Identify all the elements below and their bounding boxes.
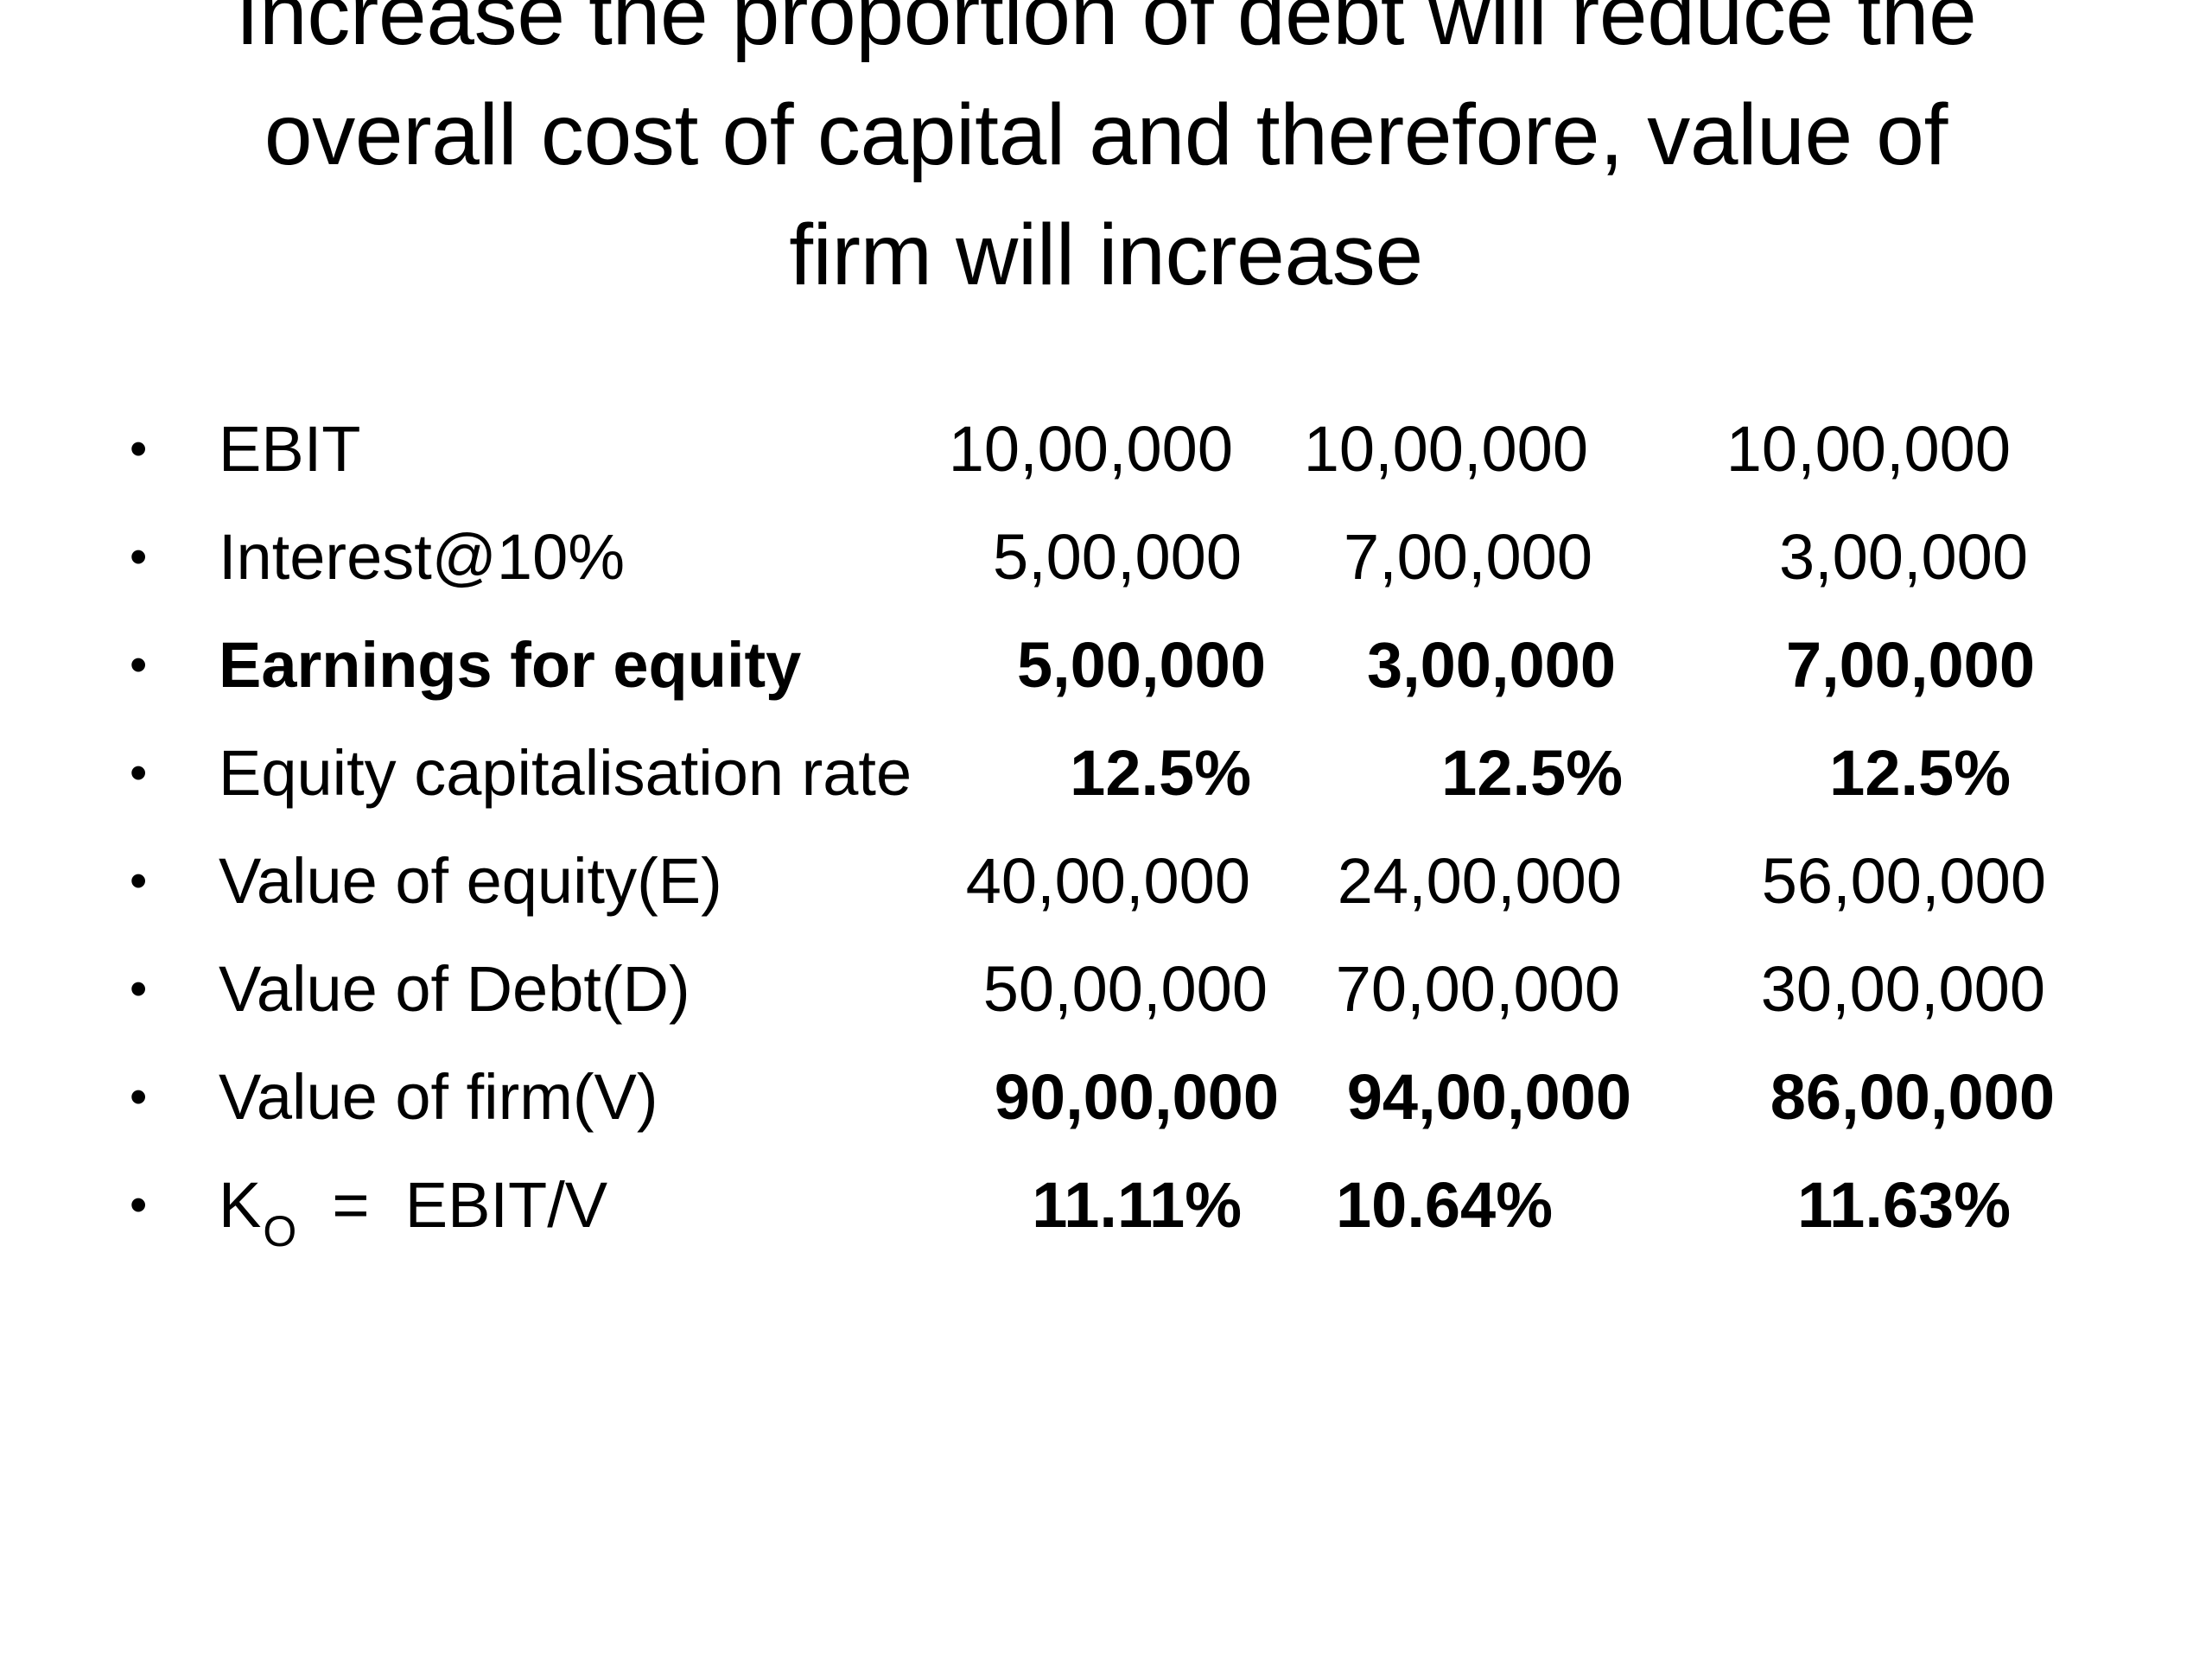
value-col-3: 10,00,000 <box>1726 413 2011 485</box>
value-col-2: 70,00,000 <box>1335 953 1620 1025</box>
value-col-1: 11.11% <box>1032 1169 1242 1241</box>
row-label: Value of equity(E) <box>219 845 722 917</box>
bullet-icon: • <box>130 1177 148 1233</box>
value-col-1: 5,00,000 <box>992 521 1242 593</box>
list-item-overall-cost-of-capital: • KO = EBIT/V 11.11% 10.64% 11.63% <box>0 1162 2212 1255</box>
value-col-3: 11.63% <box>1797 1169 2011 1241</box>
value-col-1: 50,00,000 <box>982 953 1268 1025</box>
title-line-1: Increase the proportion of debt will red… <box>235 0 1977 63</box>
row-label: EBIT <box>219 413 361 485</box>
row-label: Equity capitalisation rate <box>219 737 912 809</box>
value-col-2: 12.5% <box>1441 737 1623 809</box>
value-col-3: 12.5% <box>1829 737 2011 809</box>
value-col-1: 5,00,000 <box>1016 629 1266 701</box>
value-col-3: 86,00,000 <box>1770 1061 2055 1133</box>
slide-title: Increase the proportion of debt will red… <box>138 0 2074 315</box>
bullet-icon: • <box>130 529 148 585</box>
value-col-2: 3,00,000 <box>1366 629 1616 701</box>
list-item-value-of-debt: • Value of Debt(D) 50,00,000 70,00,000 3… <box>0 946 2212 1033</box>
value-col-2: 24,00,000 <box>1337 845 1622 917</box>
bullet-icon: • <box>130 421 148 477</box>
value-col-3: 30,00,000 <box>1760 953 2045 1025</box>
list-item-earnings-for-equity: • Earnings for equity 5,00,000 3,00,000 … <box>0 622 2212 709</box>
symbol-subscript-o: O <box>263 1207 297 1255</box>
row-label: Value of Debt(D) <box>219 953 690 1025</box>
bullet-icon: • <box>130 1069 148 1125</box>
list-item-value-of-equity: • Value of equity(E) 40,00,000 24,00,000… <box>0 838 2212 925</box>
title-line-3: firm will increase <box>789 207 1423 303</box>
list-item-interest: • Interest@10% 5,00,000 7,00,000 3,00,00… <box>0 514 2212 601</box>
value-col-1: 90,00,000 <box>994 1061 1279 1133</box>
value-col-2: 10.64% <box>1336 1169 1553 1241</box>
bullet-icon: • <box>130 853 148 909</box>
row-label: Value of firm(V) <box>219 1061 658 1133</box>
bullet-icon: • <box>130 637 148 693</box>
value-col-3: 56,00,000 <box>1761 845 2046 917</box>
row-label-formula: KO = EBIT/V <box>219 1162 607 1255</box>
value-col-1: 10,00,000 <box>948 413 1233 485</box>
title-line-2: overall cost of capital and therefore, v… <box>264 86 1948 183</box>
formula-text: = EBIT/V <box>296 1169 608 1241</box>
bullet-icon: • <box>130 745 148 801</box>
list-item-equity-capitalisation-rate: • Equity capitalisation rate 12.5% 12.5%… <box>0 730 2212 817</box>
list-item-value-of-firm: • Value of firm(V) 90,00,000 94,00,000 8… <box>0 1054 2212 1141</box>
value-col-1: 40,00,000 <box>965 845 1250 917</box>
value-col-2: 7,00,000 <box>1343 521 1592 593</box>
row-label: Interest@10% <box>219 521 626 593</box>
bullet-icon: • <box>130 961 148 1017</box>
value-col-3: 7,00,000 <box>1785 629 2035 701</box>
value-col-2: 10,00,000 <box>1303 413 1588 485</box>
value-col-2: 94,00,000 <box>1346 1061 1631 1133</box>
value-col-3: 3,00,000 <box>1778 521 2028 593</box>
list-item-ebit: • EBIT 10,00,000 10,00,000 10,00,000 <box>0 406 2212 493</box>
value-col-1: 12.5% <box>1070 737 1251 809</box>
row-label: Earnings for equity <box>219 629 802 701</box>
symbol-k: K <box>219 1169 262 1241</box>
